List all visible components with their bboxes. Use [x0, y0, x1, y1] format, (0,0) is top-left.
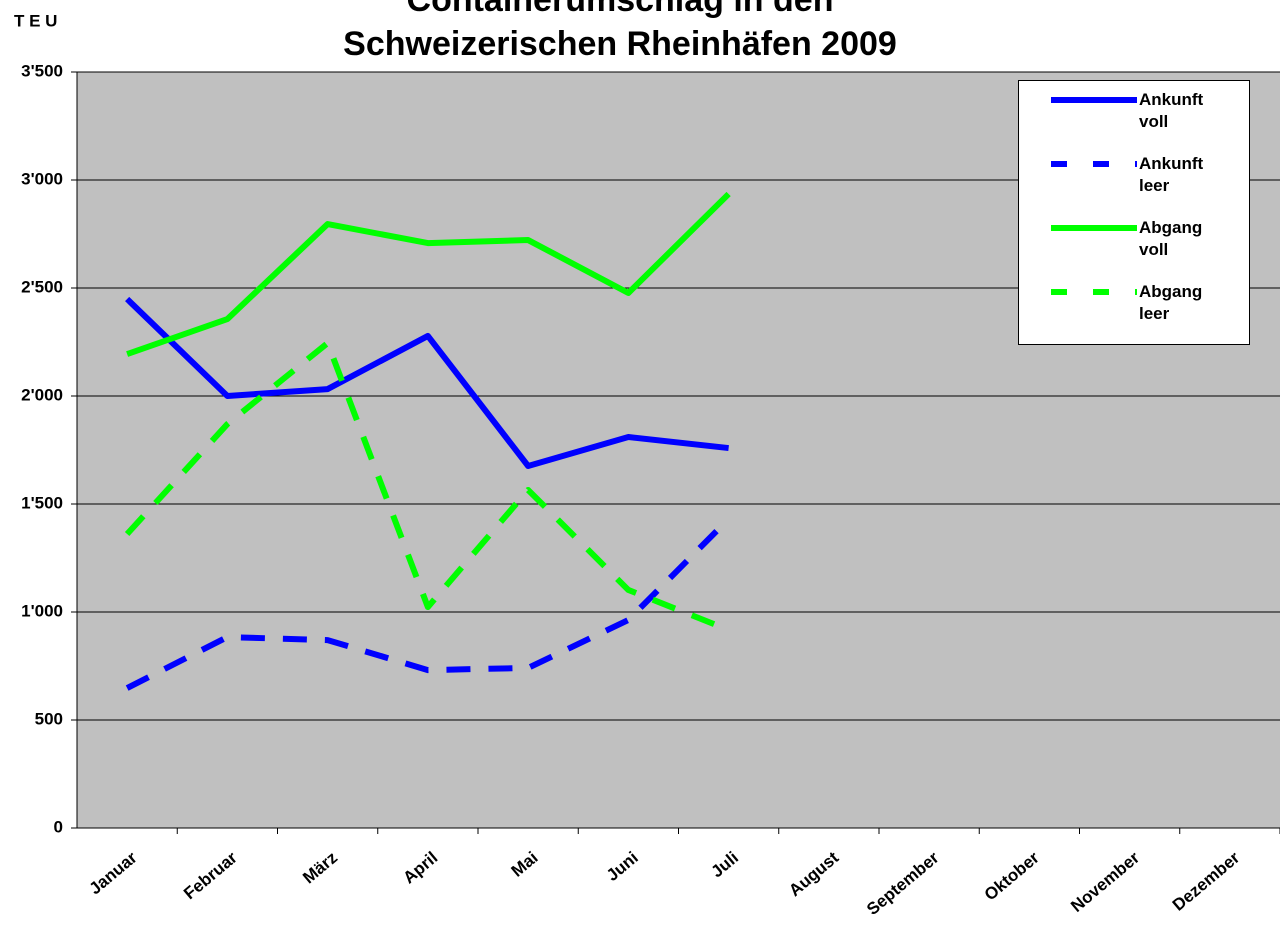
x-tick-label: Februar [180, 848, 241, 903]
y-axis-label: T E U [14, 11, 57, 30]
legend-swatch [1051, 225, 1137, 231]
legend-label: Abgang voll [1139, 218, 1203, 259]
x-tick-label: Oktober [981, 848, 1043, 905]
legend-swatch [1051, 161, 1137, 167]
x-tick-label: August [785, 848, 842, 900]
chart-title: Containerumschlag in den Schweizerischen… [343, 0, 897, 63]
x-tick-label: Juni [603, 848, 642, 885]
y-tick-label: 1'000 [21, 601, 63, 620]
y-tick-label: 500 [35, 709, 63, 728]
legend-label: Ankunft voll [1139, 90, 1204, 131]
y-tick-label: 3'000 [21, 169, 63, 188]
data-line [125, 296, 729, 469]
y-tick-label: 0 [54, 817, 63, 836]
legend-swatch [1051, 289, 1137, 295]
y-tick-label: 2'000 [21, 385, 63, 404]
data-line [124, 340, 730, 633]
legend: Ankunft voll Ankunft leer Abgang voll Abgan… [1018, 80, 1250, 345]
x-tick-label: Mai [508, 848, 542, 881]
x-tick-label: Januar [86, 848, 141, 899]
x-tick-label: April [399, 848, 441, 887]
x-tick-label: Dezember [1169, 848, 1244, 915]
legend-swatch [1051, 97, 1137, 103]
y-tick-label: 3'500 [21, 61, 63, 80]
x-tick-label: März [299, 848, 341, 887]
data-line [125, 516, 731, 691]
x-tick-label: Juli [707, 848, 742, 881]
legend-label: Ankunft leer [1139, 154, 1204, 195]
y-tick-label: 2'500 [21, 277, 63, 296]
y-tick-label: 1'500 [21, 493, 63, 512]
legend-label: Abgang leer [1139, 282, 1203, 323]
x-tick-label: September [863, 848, 943, 919]
data-line [126, 191, 731, 357]
x-tick-label: November [1067, 848, 1143, 916]
